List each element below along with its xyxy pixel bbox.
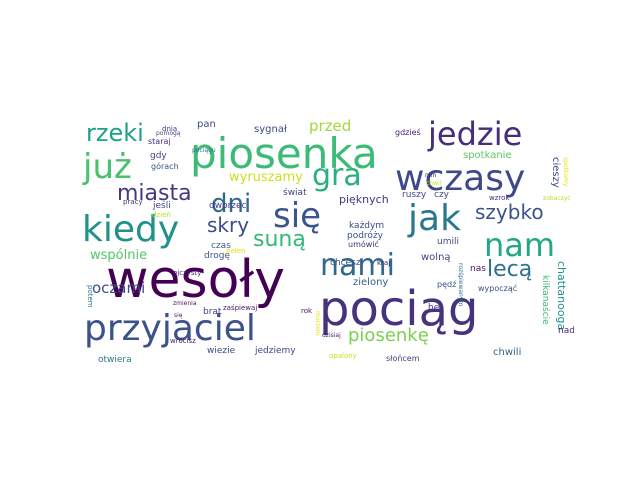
word: się [174, 312, 183, 319]
word: pędź [437, 280, 457, 289]
word: hej [428, 303, 442, 313]
word: chwil [426, 180, 442, 187]
word: sygnał [254, 124, 287, 135]
word: dworzec [209, 201, 247, 211]
word: rozśpiewanym [457, 263, 464, 307]
word: suną [253, 227, 306, 252]
word: pomogą [156, 130, 181, 137]
word: wspólnie [90, 248, 148, 263]
word: pracy [123, 198, 143, 206]
word: pociągu [192, 147, 216, 154]
word: rok [301, 307, 313, 315]
word: świat [283, 188, 307, 198]
word: dzień [152, 211, 171, 219]
word: jak [408, 198, 461, 239]
word: zielony [353, 277, 389, 288]
word: umówić [348, 240, 379, 249]
word: cieszy [550, 157, 561, 188]
word: dni [211, 189, 252, 219]
word: wiezie [207, 346, 236, 356]
word: wypocząć [478, 284, 518, 293]
word: piosenkę [348, 325, 429, 346]
word: piosenka [190, 129, 378, 178]
word: zmienia [173, 300, 197, 307]
word-cloud: pociąg wesoły piosenka przyjaciel jak je… [82, 115, 574, 365]
word: pięknych [339, 193, 389, 206]
word: wyruszamy [229, 170, 303, 185]
word: chattanooga [555, 261, 568, 331]
word: pełen [226, 247, 246, 255]
word: rzeki [86, 119, 144, 147]
word: brat [203, 307, 222, 317]
word: drogę [204, 251, 230, 261]
word: spotkamy [562, 157, 569, 187]
word: wrócisz [170, 337, 196, 345]
word: kilkanaście [540, 275, 550, 325]
word: skry [207, 213, 250, 237]
word: nami [320, 248, 395, 283]
word: przyjaciel [84, 308, 256, 349]
word: wesoły [106, 250, 285, 310]
word: jeśli [153, 201, 171, 211]
word: podróży [347, 231, 383, 241]
word: już [83, 147, 132, 187]
word: wczasy [395, 158, 526, 199]
word: wolną [421, 252, 451, 263]
word: przed [309, 117, 352, 135]
word: potem [86, 285, 94, 308]
word: kiedy [82, 209, 180, 250]
word: zobaczyć [543, 195, 571, 202]
word: lecą [487, 257, 533, 282]
word: dzisiaj [322, 332, 341, 339]
word: staraj [148, 137, 171, 146]
word: nam [484, 226, 556, 264]
word: górach [151, 162, 179, 171]
word: pociąg [319, 281, 479, 337]
word: jedzie [428, 115, 523, 153]
word: jedziemy [255, 346, 296, 356]
word: miasta [117, 181, 192, 206]
word: każdym [349, 221, 385, 231]
word: czy [434, 190, 449, 200]
word: spotkanie [463, 150, 512, 161]
word: nas [470, 264, 486, 274]
word: umili [437, 237, 459, 247]
word: opalony [329, 352, 357, 360]
word: pan [197, 119, 216, 130]
word: kraj [377, 259, 391, 267]
word: gdy [150, 151, 167, 161]
word: gra [312, 158, 362, 193]
word: dnia [162, 125, 178, 133]
word: szybko [475, 200, 544, 224]
word: nim [425, 172, 437, 179]
word: wzrok [489, 194, 510, 202]
word: słońcem [386, 354, 420, 363]
word: oczami [92, 279, 146, 297]
word: chcesz [330, 258, 361, 268]
word: czas [211, 241, 231, 251]
word: ruszy [402, 190, 427, 200]
word: zaśpiewaj [223, 304, 258, 312]
word: ojczysty [173, 269, 202, 277]
word: nad [558, 326, 574, 336]
word: się [273, 196, 322, 236]
word: gdzieś [395, 128, 421, 137]
word: chwili [493, 347, 522, 358]
word: morzem [314, 311, 321, 336]
word: otwiera [98, 355, 132, 365]
